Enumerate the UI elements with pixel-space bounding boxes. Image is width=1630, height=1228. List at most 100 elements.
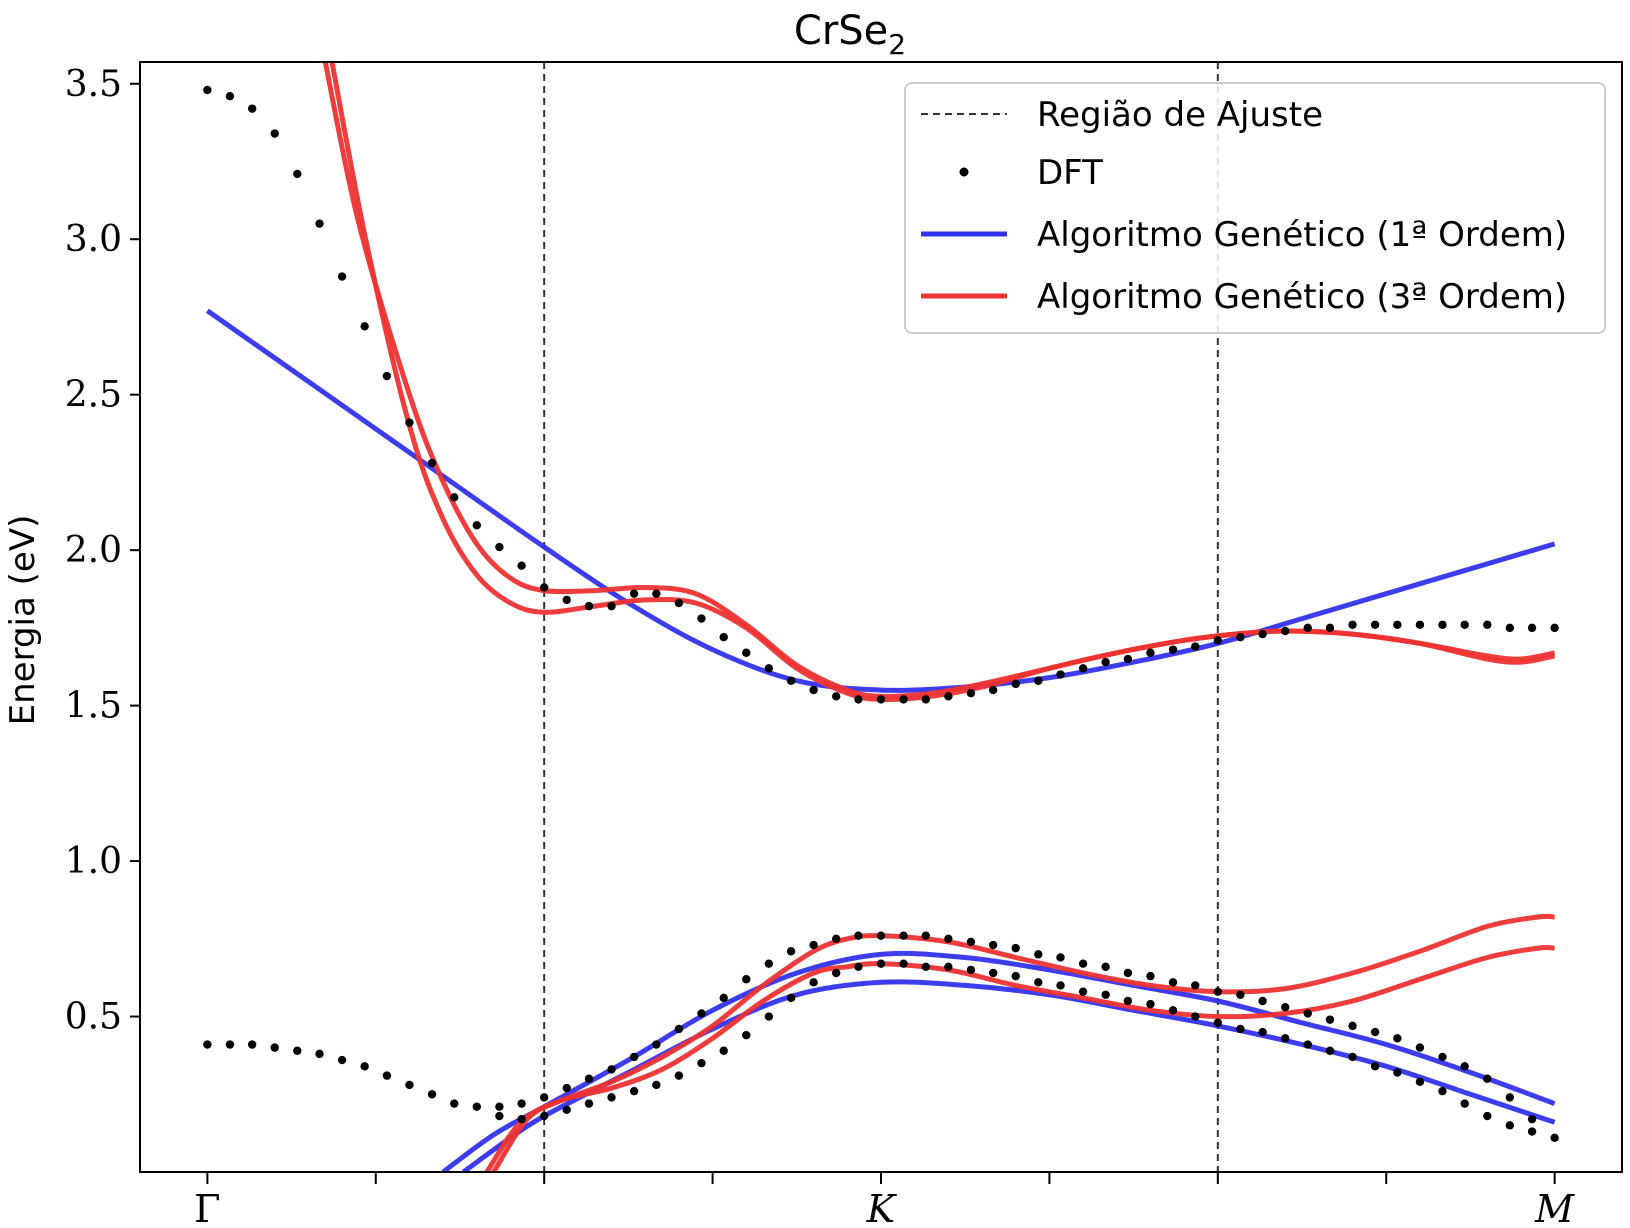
dft-point — [1168, 1006, 1178, 1015]
dft-point — [1101, 962, 1110, 971]
legend-label: Algoritmo Genético (1ª Ordem) — [1037, 215, 1567, 255]
dft-point — [697, 1058, 706, 1068]
y-tick-label: 2.5 — [65, 375, 122, 416]
dft-point — [270, 1043, 279, 1052]
dft-point — [427, 1090, 437, 1099]
chart-title: CrSe2 — [794, 8, 906, 61]
dft-point — [1303, 1040, 1312, 1049]
dft-point — [539, 1111, 549, 1121]
dft-point — [427, 458, 437, 468]
dft-point — [1370, 1062, 1380, 1071]
legend-label: Algoritmo Genético (3ª Ordem) — [1037, 277, 1567, 317]
dft-point — [607, 601, 616, 611]
dft-point — [382, 1071, 392, 1080]
dft-point — [1505, 623, 1515, 633]
dft-point — [899, 959, 908, 968]
dft-point — [809, 978, 818, 987]
dft-point — [495, 1102, 504, 1111]
dft-point — [1056, 670, 1065, 679]
dft-point — [1101, 990, 1110, 999]
dft-point — [854, 695, 863, 704]
series-line-7 — [329, 62, 1556, 702]
dft-point — [652, 1040, 661, 1049]
dft-point — [1483, 620, 1492, 629]
dft-point — [1078, 664, 1088, 673]
dft-point — [764, 1012, 774, 1021]
dft-point — [1123, 654, 1133, 664]
plot-area — [203, 62, 1559, 1172]
dft-point — [1348, 620, 1357, 629]
dft-point — [607, 1065, 616, 1074]
dft-point — [1438, 1086, 1447, 1096]
dft-point — [203, 85, 212, 95]
dft-point — [876, 931, 886, 940]
dft-point — [1280, 1034, 1290, 1043]
dft-point — [517, 1099, 526, 1108]
dft-point — [405, 418, 414, 427]
dft-point — [1056, 953, 1065, 962]
dft-point — [315, 219, 324, 228]
y-tick-label: 0.5 — [65, 997, 122, 1038]
dft-point — [832, 934, 841, 944]
dft-point — [1236, 990, 1245, 999]
dft-point — [1527, 1127, 1537, 1136]
dft-point — [1303, 623, 1312, 633]
dft-point — [1011, 679, 1020, 689]
dft-point — [293, 169, 302, 179]
series-line-8 — [491, 913, 1555, 1172]
dft-point — [1123, 968, 1133, 978]
dft-point — [1325, 623, 1335, 633]
dft-point — [1034, 950, 1043, 959]
dft-point — [1280, 1003, 1290, 1012]
dft-point — [1393, 1068, 1402, 1077]
dft-point — [764, 959, 774, 968]
dft-point — [1505, 1121, 1515, 1130]
series-line-9 — [484, 944, 1555, 1172]
dft-point — [1438, 620, 1447, 629]
legend-swatch-marker — [959, 167, 969, 177]
dft-point — [876, 695, 886, 704]
dft-point — [472, 1102, 482, 1111]
dft-point — [1325, 1015, 1335, 1024]
dft-point — [988, 685, 998, 695]
dft-point — [764, 664, 774, 673]
dft-point — [1101, 657, 1110, 667]
dft-point — [1056, 981, 1065, 990]
dft-point — [742, 975, 751, 984]
dft-point — [786, 676, 796, 685]
dft-point — [652, 1080, 661, 1090]
dft-point — [899, 695, 908, 704]
dft-point — [1146, 999, 1155, 1009]
dft-point — [1325, 1046, 1335, 1055]
dft-point — [1303, 1009, 1312, 1018]
dft-point — [1460, 1062, 1469, 1071]
dft-point — [1393, 1034, 1402, 1043]
y-tick-label: 1.5 — [65, 686, 122, 727]
legend-entry-2: Algoritmo Genético (1ª Ordem) — [921, 215, 1567, 255]
dft-point — [832, 692, 841, 701]
dft-point — [832, 968, 841, 978]
dft-point — [1258, 1027, 1267, 1037]
dft-point — [921, 695, 930, 704]
dft-point — [1415, 1077, 1425, 1087]
dft-point — [584, 601, 594, 611]
y-axis-label: Energia (eV) — [3, 515, 43, 726]
dft-point — [1550, 1133, 1559, 1142]
dft-point — [899, 931, 908, 940]
dft-point — [854, 962, 863, 971]
dft-point — [1415, 620, 1425, 629]
dft-point — [495, 1111, 504, 1121]
dft-point — [1191, 1012, 1200, 1021]
dft-point — [742, 1030, 751, 1040]
dft-point — [337, 272, 347, 281]
y-tick-label: 3.0 — [65, 219, 122, 260]
dft-point — [1280, 626, 1290, 636]
dft-point — [450, 493, 459, 502]
dft-point — [270, 129, 279, 138]
dft-point — [1236, 1024, 1245, 1034]
dft-point — [629, 1052, 639, 1062]
dft-point — [921, 962, 930, 971]
dft-point — [1527, 623, 1537, 633]
dft-point — [1258, 996, 1267, 1006]
dft-point — [742, 648, 751, 657]
